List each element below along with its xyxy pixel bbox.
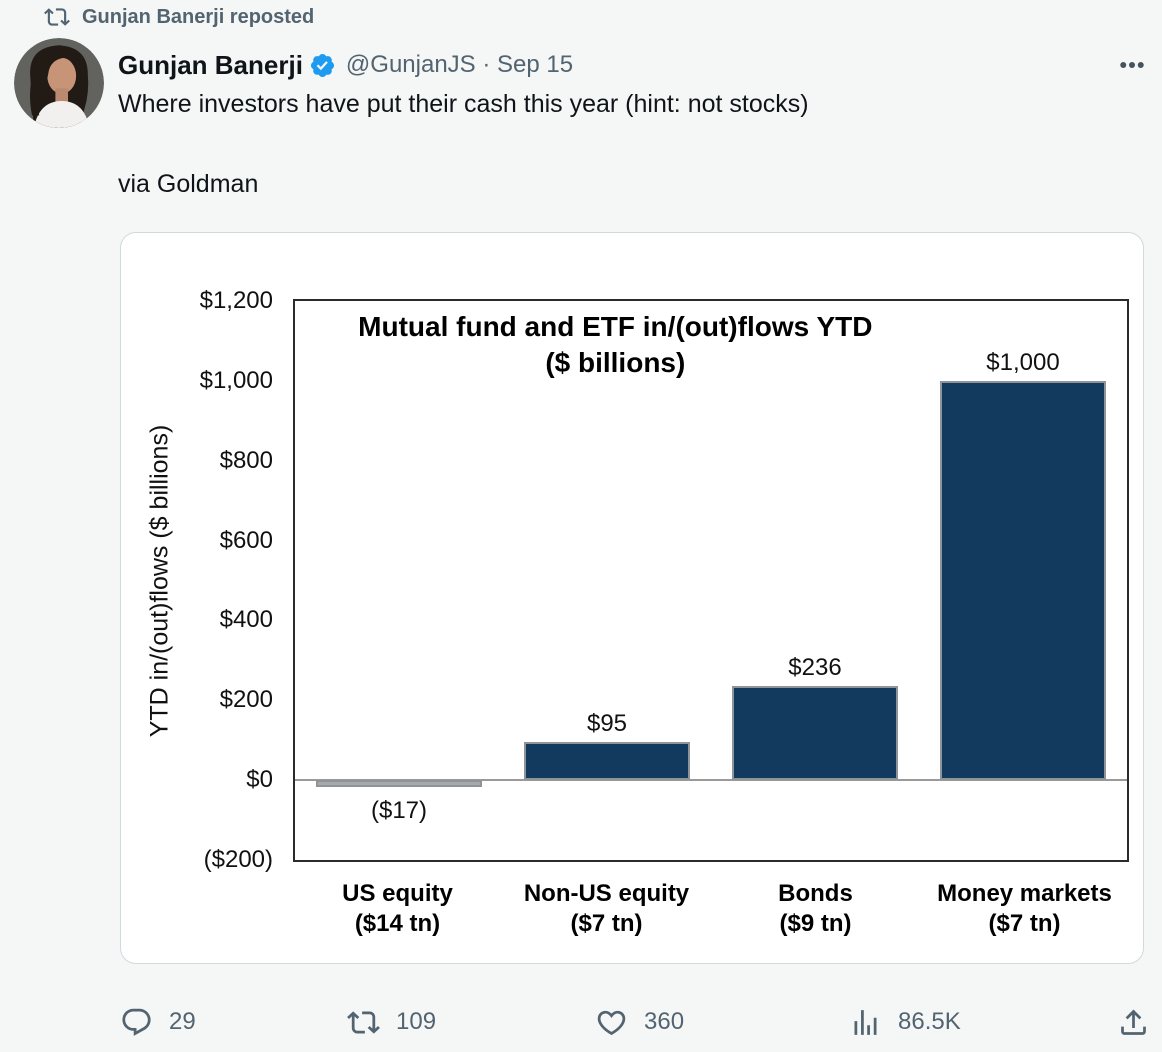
tweet-image-card[interactable]: YTD in/(out)flows ($ billions) $1,200 $1,… bbox=[120, 232, 1144, 964]
like-button[interactable]: 360 bbox=[595, 1000, 684, 1044]
chart-title-line1: Mutual fund and ETF in/(out)flows YTD bbox=[358, 311, 873, 342]
share-icon bbox=[1117, 1006, 1150, 1039]
bar-money-markets bbox=[940, 381, 1106, 781]
avatar[interactable] bbox=[14, 38, 104, 128]
repost-count: 109 bbox=[396, 1008, 437, 1035]
like-icon bbox=[595, 1006, 628, 1039]
tweet-header: Gunjan Banerji @GunjanJS · Sep 15 bbox=[118, 48, 1150, 82]
y-tick-label: $400 bbox=[219, 606, 273, 634]
y-tick-label: $1,200 bbox=[199, 287, 273, 314]
author-handle-date[interactable]: @GunjanJS · Sep 15 bbox=[345, 51, 574, 78]
y-tick-label: $0 bbox=[246, 766, 273, 794]
bar-value-label: $95 bbox=[586, 710, 628, 738]
y-tick-label: $200 bbox=[219, 686, 273, 714]
bar-bonds bbox=[732, 686, 898, 781]
reply-icon bbox=[120, 1006, 153, 1039]
share-button[interactable] bbox=[1117, 1000, 1150, 1044]
like-count: 360 bbox=[644, 1008, 685, 1035]
chart-title: Mutual fund and ETF in/(out)flows YTD ($… bbox=[295, 309, 936, 381]
chart-title-line2: ($ billions) bbox=[545, 347, 686, 378]
bar-non-us-equity bbox=[524, 742, 690, 781]
y-tick-label: $600 bbox=[219, 526, 273, 554]
bar-value-label: ($17) bbox=[370, 797, 428, 825]
reply-button[interactable]: 29 bbox=[120, 1000, 196, 1044]
analytics-icon bbox=[849, 1006, 882, 1039]
tweet-text: Where investors have put their cash this… bbox=[118, 90, 809, 118]
repost-banner: Gunjan Banerji reposted bbox=[44, 4, 314, 30]
y-tick-label: $800 bbox=[219, 446, 273, 474]
bar-us-equity bbox=[316, 780, 482, 788]
tweet-text-via: via Goldman bbox=[118, 170, 259, 198]
bar-value-label: $1,000 bbox=[986, 349, 1060, 377]
repost-icon bbox=[44, 4, 70, 30]
verified-badge-icon bbox=[309, 52, 336, 79]
views-count: 86.5K bbox=[898, 1008, 961, 1035]
author-name[interactable]: Gunjan Banerji bbox=[118, 49, 303, 80]
x-axis-labels: US equity ($14 tn) Non-US equity ($7 tn) Bon… bbox=[293, 879, 1129, 939]
x-axis-label-us-equity: US equity ($14 tn) bbox=[342, 880, 453, 937]
more-button[interactable] bbox=[1114, 50, 1150, 80]
bar-value-label: $236 bbox=[788, 654, 842, 682]
plot-area: Mutual fund and ETF in/(out)flows YTD ($… bbox=[293, 299, 1129, 862]
repost-banner-label[interactable]: Gunjan Banerji reposted bbox=[82, 6, 315, 28]
y-tick-label: ($200) bbox=[203, 846, 273, 873]
x-axis-label-bonds: Bonds ($9 tn) bbox=[778, 880, 853, 937]
x-axis-label-non-us-equity: Non-US equity ($7 tn) bbox=[523, 880, 690, 937]
repost-button[interactable]: 109 bbox=[347, 1000, 436, 1044]
repost-icon bbox=[347, 1006, 380, 1039]
zero-axis-line bbox=[295, 779, 1127, 782]
views-button[interactable]: 86.5K bbox=[849, 1000, 961, 1044]
tweet-action-bar: 29 109 360 86.5K bbox=[120, 1000, 1150, 1044]
y-tick-label: $1,000 bbox=[199, 366, 273, 394]
reply-count: 29 bbox=[169, 1008, 196, 1035]
y-tick-labels: $1,200 $1,000 $800 $600 $400 $200 $0 ($200) bbox=[121, 287, 273, 873]
x-axis-label-money-markets: Money markets ($7 tn) bbox=[937, 880, 1112, 937]
